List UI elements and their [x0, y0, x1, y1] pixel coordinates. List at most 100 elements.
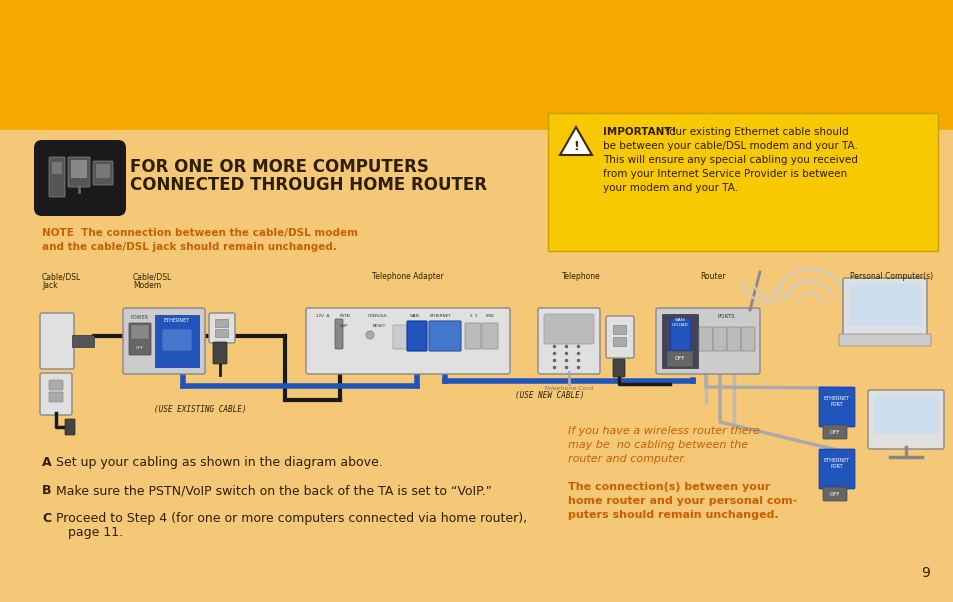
Text: from your Internet Service Provider is between: from your Internet Service Provider is b…	[602, 169, 846, 179]
Text: OFF: OFF	[829, 491, 840, 497]
Text: Telephone Adapter: Telephone Adapter	[372, 272, 443, 281]
FancyBboxPatch shape	[867, 390, 943, 449]
Text: 2  1: 2 1	[470, 314, 477, 318]
FancyBboxPatch shape	[464, 323, 480, 349]
Text: be between your cable/DSL modem and your TA.: be between your cable/DSL modem and your…	[602, 141, 857, 151]
FancyBboxPatch shape	[49, 380, 63, 390]
Text: Make sure the PSTN/VoIP switch on the back of the TA is set to “VoIP.”: Make sure the PSTN/VoIP switch on the ba…	[56, 484, 492, 497]
Text: WAN/
UPLOAD: WAN/ UPLOAD	[671, 318, 688, 327]
Text: (USE EXISTING CABLE): (USE EXISTING CABLE)	[153, 405, 246, 414]
Text: POWER: POWER	[131, 315, 149, 320]
FancyBboxPatch shape	[656, 308, 760, 374]
Text: ETHERNET
PORT: ETHERNET PORT	[823, 458, 849, 469]
Text: The connection(s) between your: The connection(s) between your	[567, 482, 769, 492]
Text: OFF: OFF	[829, 429, 840, 435]
FancyBboxPatch shape	[822, 425, 846, 439]
Text: LINE: LINE	[485, 314, 495, 318]
Text: NOTE  The connection between the cable/DSL modem: NOTE The connection between the cable/DS…	[42, 228, 357, 238]
Text: home router and your personal com-: home router and your personal com-	[567, 496, 797, 506]
FancyBboxPatch shape	[335, 319, 343, 349]
Text: (USE NEW CABLE): (USE NEW CABLE)	[515, 391, 584, 400]
FancyBboxPatch shape	[669, 318, 689, 350]
Text: puters should remain unchanged.: puters should remain unchanged.	[567, 510, 778, 520]
Text: 12V  A: 12V A	[315, 314, 329, 318]
FancyBboxPatch shape	[52, 162, 62, 174]
Text: 9: 9	[921, 566, 929, 580]
FancyBboxPatch shape	[848, 284, 920, 326]
FancyBboxPatch shape	[40, 313, 74, 369]
FancyBboxPatch shape	[34, 140, 126, 216]
Text: OFF: OFF	[674, 356, 684, 361]
Text: your modem and your TA.: your modem and your TA.	[602, 183, 738, 193]
FancyBboxPatch shape	[154, 315, 199, 367]
FancyBboxPatch shape	[393, 325, 409, 349]
FancyBboxPatch shape	[131, 325, 149, 339]
Text: Proceed to Step 4 (for one or more computers connected via home router),: Proceed to Step 4 (for one or more compu…	[56, 512, 527, 525]
FancyBboxPatch shape	[129, 323, 151, 355]
FancyBboxPatch shape	[407, 321, 427, 351]
Text: CONNECTED THROUGH HOME ROUTER: CONNECTED THROUGH HOME ROUTER	[130, 176, 486, 194]
FancyBboxPatch shape	[71, 160, 87, 178]
FancyBboxPatch shape	[429, 321, 460, 351]
Text: RESET: RESET	[373, 324, 386, 328]
Text: Telephone: Telephone	[561, 272, 600, 281]
Text: If you have a wireless router there: If you have a wireless router there	[567, 426, 760, 436]
Text: A: A	[42, 456, 51, 469]
FancyBboxPatch shape	[838, 334, 930, 346]
FancyBboxPatch shape	[842, 278, 926, 337]
FancyBboxPatch shape	[49, 157, 65, 197]
Text: Cable/DSL: Cable/DSL	[42, 272, 81, 281]
FancyBboxPatch shape	[613, 338, 626, 347]
Text: Jack: Jack	[42, 281, 57, 290]
Text: Telephone Cord: Telephone Cord	[544, 386, 593, 391]
Text: C: C	[42, 512, 51, 525]
Text: !: !	[573, 140, 578, 152]
Text: ETHERNET: ETHERNET	[430, 314, 452, 318]
Text: B: B	[42, 484, 51, 497]
FancyBboxPatch shape	[215, 320, 229, 327]
FancyBboxPatch shape	[699, 327, 712, 351]
Text: OFF: OFF	[136, 346, 144, 350]
FancyBboxPatch shape	[537, 308, 599, 374]
FancyBboxPatch shape	[0, 130, 953, 602]
FancyBboxPatch shape	[873, 396, 937, 434]
FancyBboxPatch shape	[306, 308, 510, 374]
FancyBboxPatch shape	[613, 359, 624, 377]
FancyBboxPatch shape	[92, 161, 112, 185]
Text: may be  no cabling between the: may be no cabling between the	[567, 440, 747, 450]
Text: CONSOLE: CONSOLE	[368, 314, 388, 318]
Text: Your existing Ethernet cable should: Your existing Ethernet cable should	[660, 127, 848, 137]
Text: ETHERNET
PORT: ETHERNET PORT	[823, 396, 849, 407]
Text: Personal Computer(s): Personal Computer(s)	[849, 272, 933, 281]
Text: page 11.: page 11.	[68, 526, 123, 539]
FancyBboxPatch shape	[818, 449, 854, 489]
FancyBboxPatch shape	[209, 313, 234, 343]
FancyBboxPatch shape	[65, 419, 75, 435]
FancyBboxPatch shape	[740, 327, 754, 351]
FancyBboxPatch shape	[547, 113, 937, 251]
FancyBboxPatch shape	[726, 327, 740, 351]
FancyBboxPatch shape	[71, 335, 94, 347]
Circle shape	[366, 331, 374, 339]
Text: PORTS: PORTS	[717, 314, 734, 319]
FancyBboxPatch shape	[162, 329, 192, 351]
Text: Cable/DSL: Cable/DSL	[132, 272, 172, 281]
FancyBboxPatch shape	[40, 373, 71, 415]
FancyBboxPatch shape	[215, 329, 229, 338]
FancyBboxPatch shape	[613, 326, 626, 335]
FancyBboxPatch shape	[543, 314, 594, 344]
FancyBboxPatch shape	[68, 157, 90, 187]
FancyBboxPatch shape	[712, 327, 726, 351]
Text: ETHERNET: ETHERNET	[164, 318, 190, 323]
FancyBboxPatch shape	[481, 323, 497, 349]
Text: Router: Router	[700, 272, 724, 281]
Text: This will ensure any special cabling you received: This will ensure any special cabling you…	[602, 155, 857, 165]
FancyBboxPatch shape	[96, 164, 110, 178]
FancyBboxPatch shape	[49, 392, 63, 402]
Text: and the cable/DSL jack should remain unchanged.: and the cable/DSL jack should remain unc…	[42, 242, 336, 252]
FancyBboxPatch shape	[605, 316, 634, 358]
FancyBboxPatch shape	[123, 308, 205, 374]
Text: IMPORTANT!: IMPORTANT!	[602, 127, 676, 137]
FancyBboxPatch shape	[818, 387, 854, 427]
Text: PSTN: PSTN	[339, 314, 351, 318]
